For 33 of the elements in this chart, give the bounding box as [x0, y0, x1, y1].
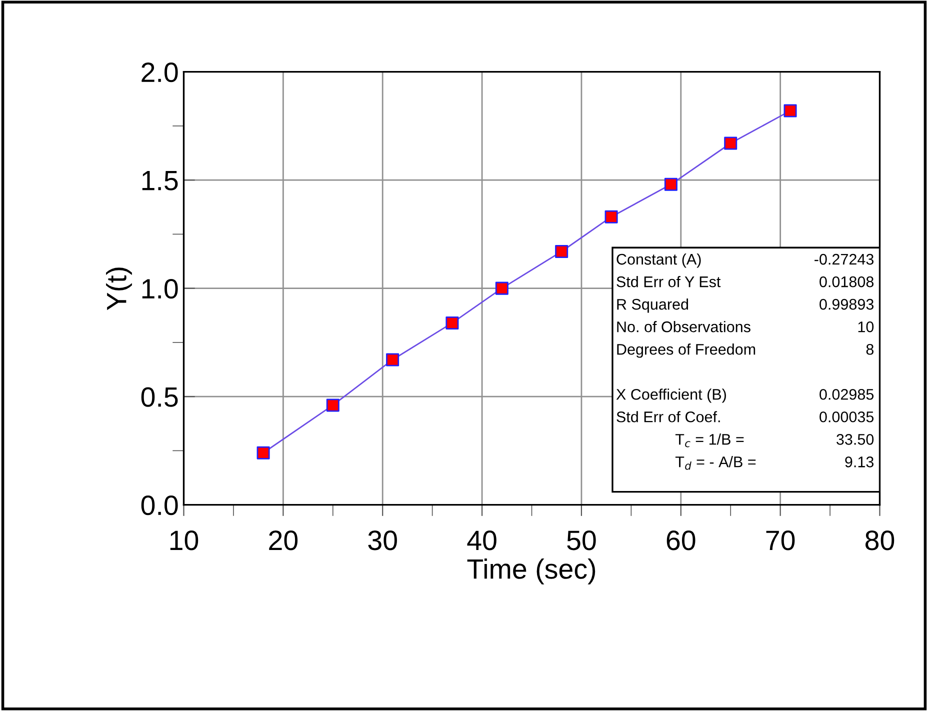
x-tick-label: 80	[866, 530, 894, 550]
annotation: -0.27243	[814, 254, 874, 265]
x-tick-label: 60	[666, 530, 696, 550]
x-tick-label: 30	[368, 530, 397, 550]
annotation: X Coefficient (B)	[616, 388, 726, 403]
annotation: 10	[858, 321, 874, 332]
y-axis-title: Y(t)	[106, 268, 132, 310]
annotation: R Squared	[617, 298, 688, 313]
x-tick-label: 70	[766, 530, 795, 550]
annotation: T$_{c}$ = 1/B =	[675, 434, 744, 448]
y-tick-label: 2.0	[142, 62, 178, 82]
annotation: Std Err of Coef.	[616, 411, 720, 422]
x-tick-label: 40	[467, 530, 496, 550]
annotation: 0.99893	[820, 298, 874, 310]
x-tick-label: 50	[567, 530, 596, 550]
annotation: No. of Observations	[617, 321, 750, 332]
annotation: Std Err of Y Est	[616, 276, 721, 288]
annotation: 0.02985	[820, 388, 874, 400]
annotation: 8	[866, 344, 874, 355]
y-tick-label: 0.5	[141, 387, 178, 407]
annotation: 9.13	[845, 456, 874, 468]
annotation: 0.01808	[820, 276, 874, 288]
x-axis-title: Time (sec)	[467, 558, 596, 584]
annotation: Degrees of Freedom	[617, 344, 756, 358]
annotation: 0.00035	[820, 411, 874, 422]
x-tick-label: 10	[170, 530, 198, 550]
annotation: T$_{d}$ = - A/B =	[675, 456, 756, 470]
annotation: 33.50	[836, 434, 874, 445]
y-tick-label: 0.0	[141, 495, 178, 516]
y-tick-label: 1.5	[142, 171, 178, 190]
x-tick-label: 20	[269, 530, 298, 550]
y-tick-label: 1.0	[142, 278, 178, 299]
annotation: Constant (A)	[616, 253, 701, 268]
